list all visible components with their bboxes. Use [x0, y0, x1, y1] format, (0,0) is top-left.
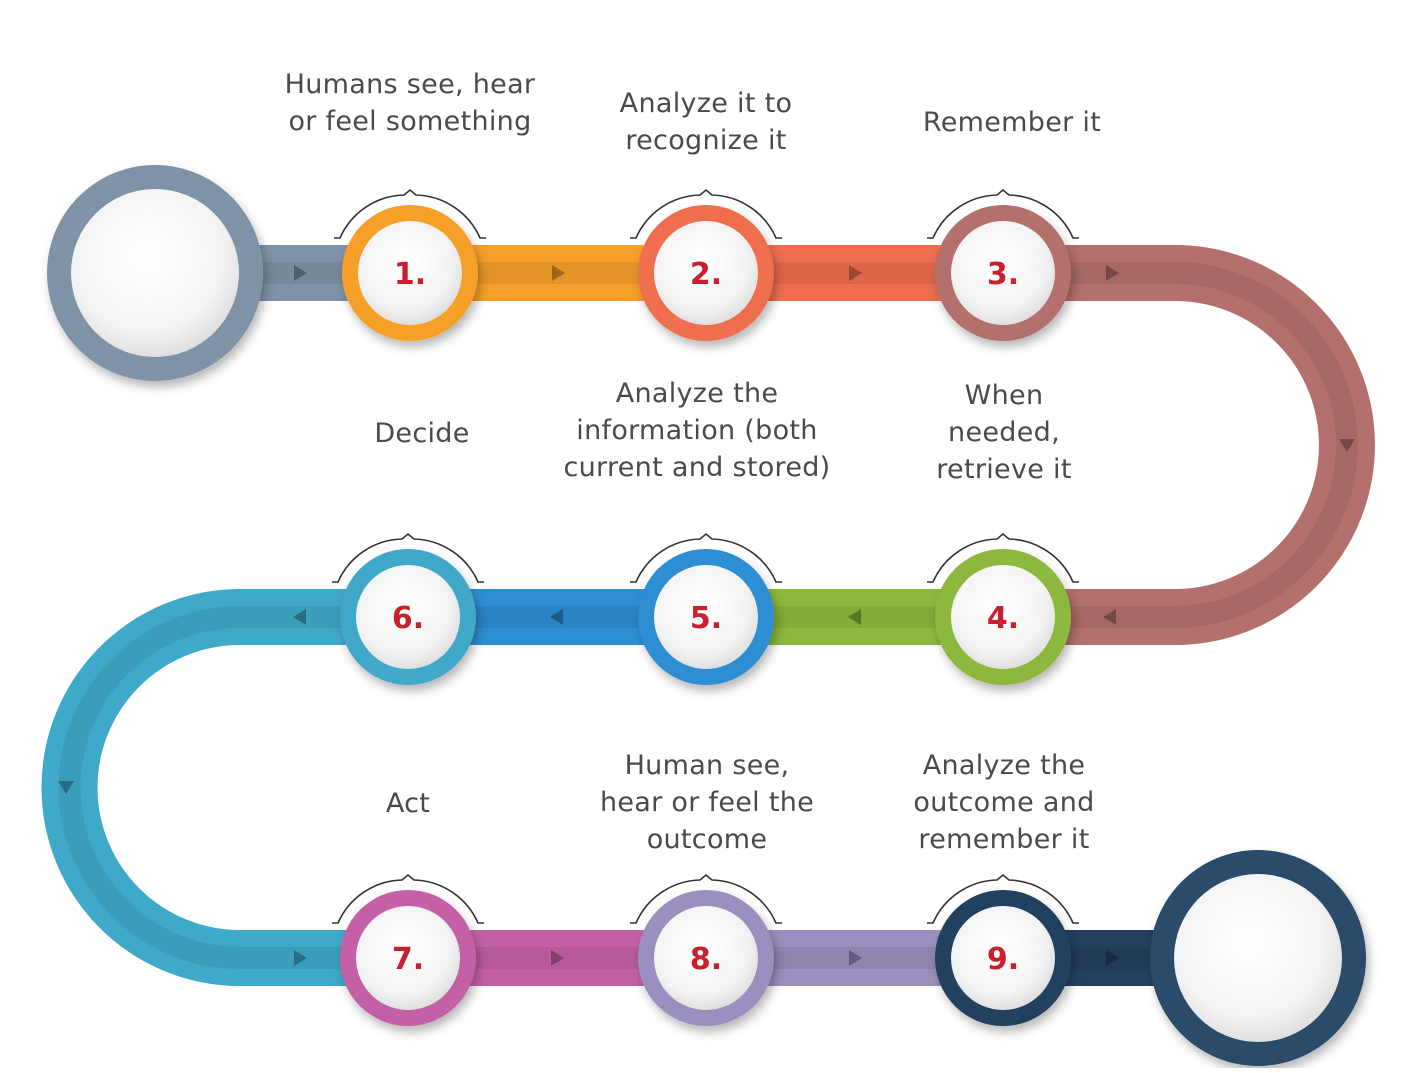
- step-5-arc: [630, 532, 782, 583]
- step-4-label: When needed, retrieve it: [936, 380, 1072, 485]
- step-6-label: Decide: [374, 418, 470, 449]
- flow-arrow-icon: [294, 950, 307, 966]
- step-4-arc: [927, 532, 1079, 583]
- step-8-face: [654, 906, 758, 1010]
- step-3-node: 3.: [927, 188, 1079, 341]
- step-2-face: [654, 221, 758, 325]
- step-9-arc: [927, 873, 1079, 924]
- flow-arrow-icon: [1339, 439, 1355, 452]
- flow-arrow-icon: [1103, 609, 1116, 625]
- step-7-node: 7.: [332, 873, 484, 1026]
- connector-3-4: [1003, 245, 1375, 645]
- step-1-label: Humans see, hear or feel something: [284, 69, 536, 137]
- step-7-face: [356, 906, 460, 1010]
- step-6-number: 6.: [392, 601, 424, 636]
- connector-6-7: [41, 589, 408, 986]
- step-3-arc: [927, 188, 1079, 239]
- step-2-label: Analyze it to recognize it: [619, 88, 793, 156]
- flow-arrow-icon: [58, 781, 74, 794]
- flow-arrow-icon: [550, 609, 563, 625]
- step-1-face: [358, 221, 462, 325]
- start-circle-face: [71, 189, 239, 357]
- step-9-label: Analyze the outcome and remember it: [913, 750, 1095, 855]
- step-1-node: 1.: [334, 188, 486, 341]
- end-circle-face: [1174, 874, 1342, 1042]
- end-circle: [1150, 850, 1366, 1066]
- connector-6-7-inner: [58, 606, 408, 969]
- step-4-number: 4.: [987, 601, 1019, 636]
- step-5-label: Analyze the information (both current an…: [563, 378, 831, 483]
- connector-3-4-inner: [1003, 262, 1358, 628]
- step-4-face: [951, 565, 1055, 669]
- step-9-number: 9.: [987, 942, 1019, 977]
- step-8-label: Human see, hear or feel the outcome: [599, 750, 815, 855]
- start-circle: [47, 165, 263, 381]
- step-6-arc: [332, 532, 484, 583]
- step-9-node: 9.: [927, 873, 1079, 1026]
- step-8-number: 8.: [690, 942, 722, 977]
- step-1-number: 1.: [394, 257, 426, 292]
- flow-arrow-icon: [848, 609, 861, 625]
- step-5-node: 5.: [630, 532, 782, 685]
- step-9-face: [951, 906, 1055, 1010]
- flow-arrow-icon: [551, 950, 564, 966]
- flow-arrow-icon: [1106, 265, 1119, 281]
- step-7-label: Act: [385, 788, 431, 819]
- step-2-number: 2.: [690, 257, 722, 292]
- step-3-face: [951, 221, 1055, 325]
- step-8-node: 8.: [630, 873, 782, 1026]
- flow-arrow-icon: [552, 265, 565, 281]
- step-3-label: Remember it: [922, 107, 1102, 138]
- step-3-number: 3.: [987, 257, 1019, 292]
- step-5-number: 5.: [690, 601, 722, 636]
- step-6-face: [356, 565, 460, 669]
- step-8-arc: [630, 873, 782, 924]
- step-1-arc: [334, 188, 486, 239]
- step-6-node: 6.: [332, 532, 484, 685]
- step-7-number: 7.: [392, 942, 424, 977]
- step-2-arc: [630, 188, 782, 239]
- flow-arrow-icon: [294, 265, 307, 281]
- step-5-face: [654, 565, 758, 669]
- step-2-node: 2.: [630, 188, 782, 341]
- flow-arrow-icon: [849, 950, 862, 966]
- step-4-node: 4.: [927, 532, 1079, 685]
- flow-arrow-icon: [849, 265, 862, 281]
- flow-arrow-icon: [1106, 950, 1119, 966]
- step-7-arc: [332, 873, 484, 924]
- flow-arrow-icon: [293, 609, 306, 625]
